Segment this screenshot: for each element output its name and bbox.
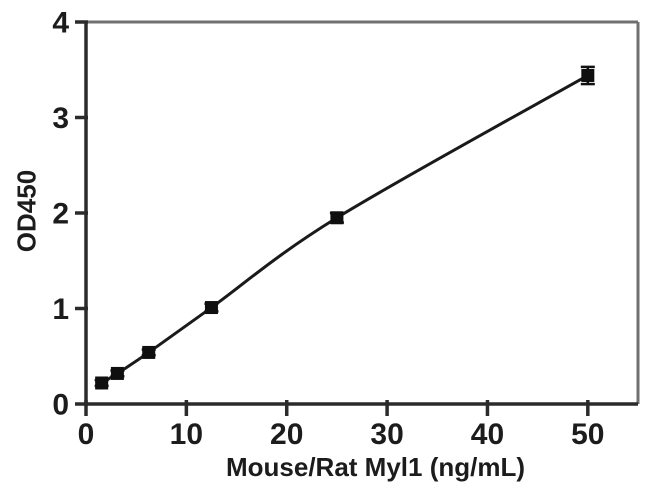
data-point-marker xyxy=(204,301,218,315)
data-point-marker xyxy=(330,211,344,225)
plot-frame xyxy=(86,20,640,404)
x-tick-label: 20 xyxy=(270,418,303,451)
y-tick-label: 3 xyxy=(52,102,69,135)
data-series-markers xyxy=(95,68,595,390)
y-axis-ticks: 0 1 2 3 4 xyxy=(52,7,88,422)
y-tick-label: 4 xyxy=(52,7,69,40)
x-tick-label: 10 xyxy=(170,418,203,451)
x-tick-label: 0 xyxy=(78,418,95,451)
x-axis-title: Mouse/Rat Myl1 (ng/mL) xyxy=(225,452,525,482)
axes xyxy=(84,20,638,406)
y-tick-label: 1 xyxy=(52,293,69,326)
data-point-marker xyxy=(142,345,156,359)
fitted-curve xyxy=(100,73,590,385)
x-tick-label: 30 xyxy=(370,418,403,451)
x-axis-ticks: 0 10 20 30 40 50 xyxy=(78,400,605,451)
data-point-marker xyxy=(95,376,109,390)
y-tick-label: 2 xyxy=(52,198,69,231)
y-tick-label: 0 xyxy=(52,389,69,422)
data-point-marker xyxy=(581,68,595,82)
data-point-marker xyxy=(110,366,124,380)
x-tick-label: 40 xyxy=(471,418,504,451)
x-tick-label: 50 xyxy=(571,418,604,451)
y-axis-title: OD450 xyxy=(11,169,42,253)
